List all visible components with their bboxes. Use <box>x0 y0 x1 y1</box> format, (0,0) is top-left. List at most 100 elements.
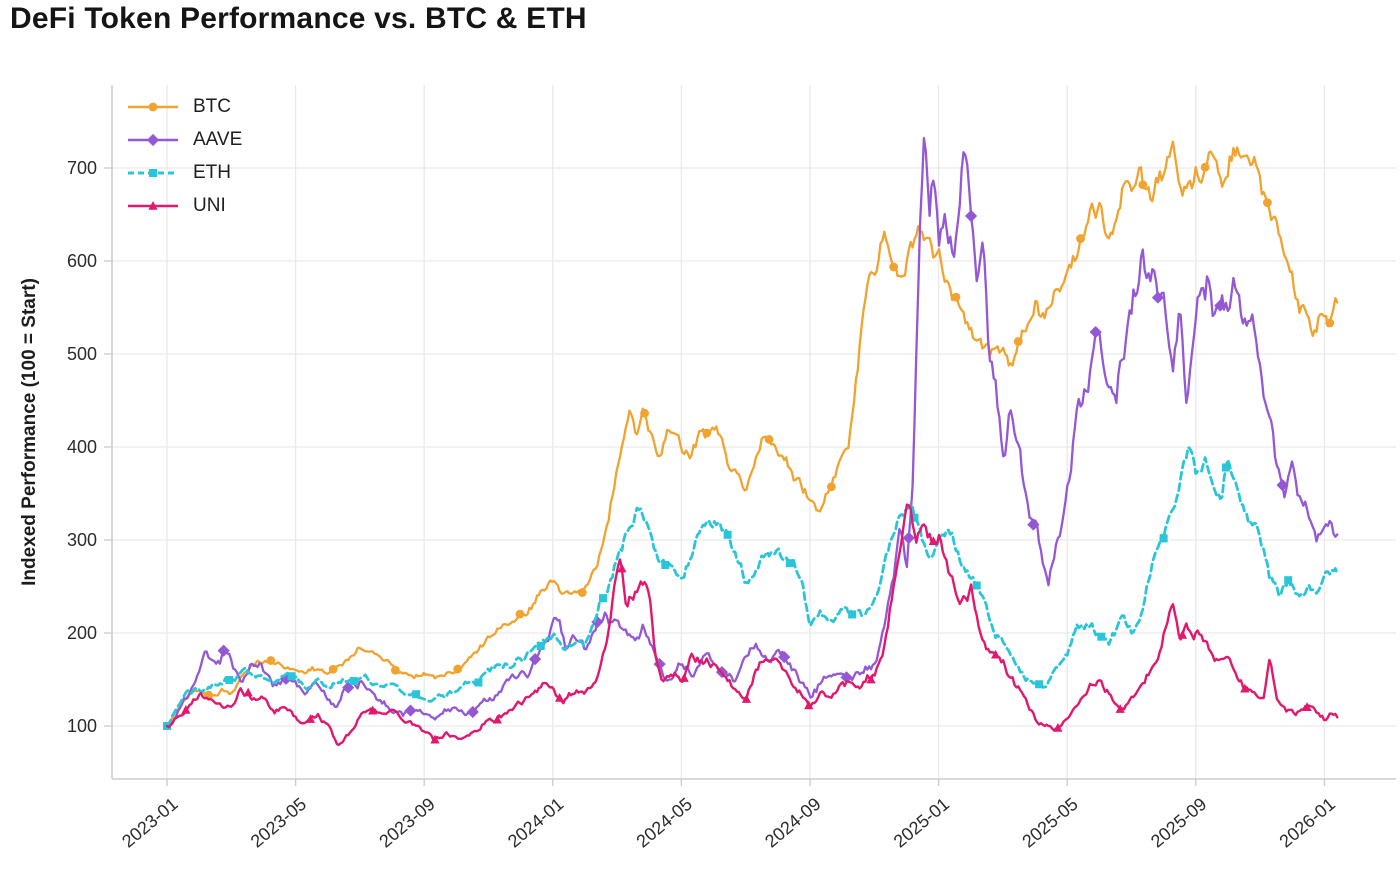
legend: BTC AAVE ETH UNI <box>126 96 242 217</box>
eth-legend-swatch-icon <box>128 169 178 177</box>
square-marker <box>785 559 794 568</box>
circle-marker <box>827 482 836 492</box>
legend-item-uni: UNI <box>126 195 242 217</box>
x-tick-label: 2026-01 <box>1276 794 1339 852</box>
triangle-marker <box>1053 722 1063 732</box>
square-marker <box>1221 463 1230 472</box>
square-marker <box>972 581 981 590</box>
square-marker <box>661 560 670 569</box>
diamond-marker <box>466 705 479 719</box>
circle-marker <box>702 428 712 438</box>
y-tick-label: 100 <box>67 716 97 736</box>
triangle-marker <box>1302 702 1312 711</box>
triangle-marker <box>1240 683 1250 693</box>
diamond-marker <box>404 704 417 717</box>
y-tick-label: 400 <box>67 437 97 457</box>
diamond-marker <box>965 209 978 223</box>
square-marker <box>149 169 157 177</box>
circle-marker <box>266 656 276 665</box>
triangle-marker <box>866 674 876 684</box>
circle-marker <box>1013 337 1023 346</box>
triangle-marker <box>617 563 627 573</box>
triangle-marker <box>1177 629 1188 639</box>
y-tick-label: 200 <box>67 623 97 643</box>
square-marker <box>474 678 483 687</box>
legend-label: BTC <box>193 96 231 117</box>
square-marker <box>1284 576 1293 585</box>
triangle-marker <box>804 700 814 710</box>
triangle-marker <box>492 714 502 724</box>
aave-legend-swatch-icon <box>128 133 178 147</box>
y-tick-label: 500 <box>67 344 97 364</box>
legend-item-eth: ETH <box>126 162 242 184</box>
circle-marker <box>1076 234 1085 243</box>
circle-marker <box>764 435 774 444</box>
triangle-marker <box>991 649 1001 659</box>
x-tick-label: 2025-05 <box>1018 794 1081 852</box>
circle-marker <box>1263 198 1272 208</box>
circle-marker <box>515 609 525 619</box>
square-marker <box>349 677 358 686</box>
square-marker <box>287 672 296 681</box>
triangle-marker <box>148 201 158 210</box>
diamond-marker <box>1089 325 1102 339</box>
aave-line <box>165 136 1339 728</box>
square-marker <box>723 530 732 539</box>
circle-marker <box>889 262 899 272</box>
circle-marker <box>328 664 338 674</box>
triangle-marker <box>430 734 440 744</box>
diamond-marker <box>778 650 791 664</box>
triangle-marker <box>679 673 689 682</box>
circle-marker <box>1200 162 1210 172</box>
x-tick-label: 2023-09 <box>375 794 438 852</box>
triangle-marker <box>368 705 378 715</box>
diamond-marker <box>1214 299 1227 312</box>
circle-marker <box>640 408 649 418</box>
square-marker <box>1035 680 1044 689</box>
circle-marker <box>148 102 158 112</box>
circle-marker <box>951 292 961 302</box>
triangle-marker <box>555 692 565 702</box>
x-tick-label: 2025-09 <box>1147 794 1210 852</box>
diamond-marker <box>217 644 230 657</box>
triangle-marker <box>928 536 938 546</box>
circle-marker <box>453 664 463 674</box>
btc-legend-swatch-icon <box>128 102 178 112</box>
square-marker <box>1159 534 1168 543</box>
x-tick-label: 2024-05 <box>633 794 696 852</box>
y-tick-label: 300 <box>67 530 97 550</box>
square-marker <box>910 513 919 522</box>
uni-legend-swatch-icon <box>128 201 178 210</box>
y-tick-label: 700 <box>67 158 97 178</box>
x-tick-label: 2024-01 <box>504 794 567 852</box>
y-tick-label: 600 <box>67 251 97 271</box>
chart-title: DeFi Token Performance vs. BTC & ETH <box>10 2 587 35</box>
square-marker <box>412 690 421 699</box>
square-marker <box>536 642 545 651</box>
legend-label: ETH <box>193 162 231 183</box>
square-marker <box>599 594 608 603</box>
diamond-marker <box>902 531 915 544</box>
x-tick-label: 2024-09 <box>761 794 824 852</box>
circle-marker <box>1325 318 1335 328</box>
square-marker <box>1097 632 1106 641</box>
eth-line <box>165 445 1339 728</box>
legend-label: UNI <box>193 195 226 216</box>
triangle-marker <box>741 694 752 703</box>
legend-label: AAVE <box>193 129 243 150</box>
x-tick-label: 2025-01 <box>890 794 953 852</box>
triangle-marker <box>1115 704 1125 713</box>
x-tick-label: 2023-05 <box>247 794 310 852</box>
btc-line <box>165 140 1339 728</box>
circle-marker <box>390 665 400 675</box>
triangle-marker <box>181 704 191 714</box>
legend-item-aave: AAVE <box>126 129 242 151</box>
square-marker <box>225 675 234 684</box>
legend-item-btc: BTC <box>126 96 242 118</box>
circle-marker <box>1138 180 1148 190</box>
triangle-marker <box>243 687 253 697</box>
circle-marker <box>577 588 587 597</box>
square-marker <box>848 610 857 619</box>
x-tick-label: 2023-01 <box>118 794 181 852</box>
